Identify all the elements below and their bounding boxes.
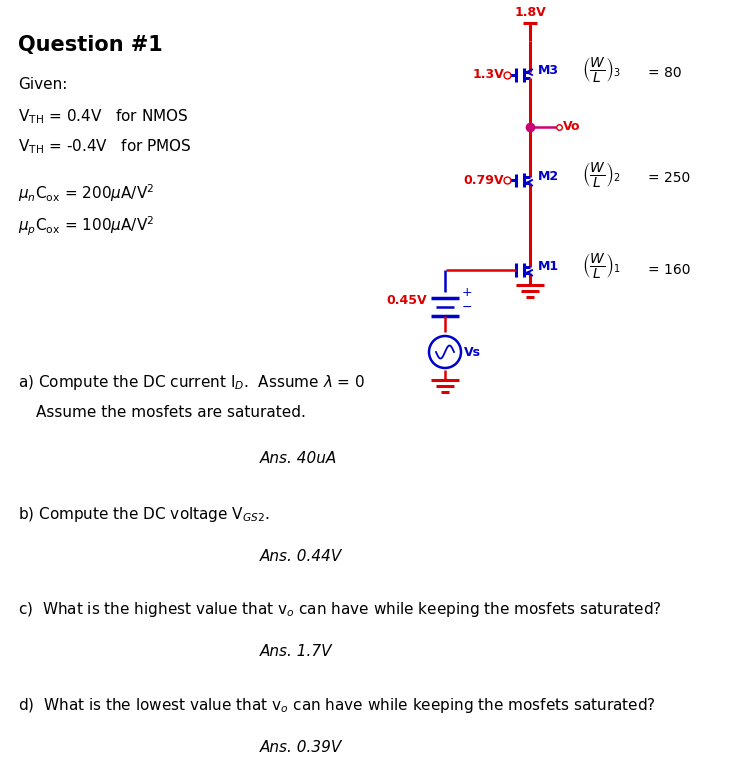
Text: Ans. 1.7V: Ans. 1.7V [260, 644, 333, 659]
Text: Question #1: Question #1 [18, 35, 163, 55]
Text: M1: M1 [538, 259, 559, 272]
Text: b) Compute the DC voltage V$_{GS2}$.: b) Compute the DC voltage V$_{GS2}$. [18, 505, 270, 524]
Text: Ans. 0.39V: Ans. 0.39V [260, 740, 343, 755]
Text: Vo: Vo [563, 121, 580, 134]
Text: 0.45V: 0.45V [386, 294, 427, 307]
Text: c)  What is the highest value that v$_o$ can have while keeping the mosfets satu: c) What is the highest value that v$_o$ … [18, 600, 662, 619]
Text: 1.3V: 1.3V [473, 69, 504, 82]
Text: Assume the mosfets are saturated.: Assume the mosfets are saturated. [36, 405, 306, 420]
Text: d)  What is the lowest value that v$_o$ can have while keeping the mosfets satur: d) What is the lowest value that v$_o$ c… [18, 696, 656, 715]
Text: V$_{\mathsf{TH}}$ = -0.4V   for PMOS: V$_{\mathsf{TH}}$ = -0.4V for PMOS [18, 137, 192, 156]
Text: $\mu_n$C$_\mathsf{ox}$ = 200$\mu$A/V$^2$: $\mu_n$C$_\mathsf{ox}$ = 200$\mu$A/V$^2$ [18, 182, 155, 203]
Text: M3: M3 [538, 64, 559, 77]
Text: a) Compute the DC current I$_D$.  Assume $\lambda$ = 0: a) Compute the DC current I$_D$. Assume … [18, 373, 365, 392]
Text: = 80: = 80 [648, 66, 681, 80]
Text: $\mu_p$C$_\mathsf{ox}$ = 100$\mu$A/V$^2$: $\mu_p$C$_\mathsf{ox}$ = 100$\mu$A/V$^2$ [18, 215, 155, 239]
Text: = 160: = 160 [648, 263, 690, 277]
Text: Ans. 40uA: Ans. 40uA [260, 451, 337, 466]
Text: −: − [462, 301, 473, 314]
Text: M2: M2 [538, 170, 559, 183]
Text: Vs: Vs [464, 346, 481, 359]
Text: +: + [462, 285, 473, 298]
Text: 1.8V: 1.8V [514, 6, 546, 19]
Text: $\left(\dfrac{W}{L}\right)_2$: $\left(\dfrac{W}{L}\right)_2$ [582, 159, 620, 188]
Text: $\left(\dfrac{W}{L}\right)_1$: $\left(\dfrac{W}{L}\right)_1$ [582, 252, 620, 281]
Text: = 250: = 250 [648, 171, 690, 185]
Text: V$_{\mathsf{TH}}$ = 0.4V   for NMOS: V$_{\mathsf{TH}}$ = 0.4V for NMOS [18, 107, 189, 125]
Text: Ans. 0.44V: Ans. 0.44V [260, 549, 343, 564]
Text: 0.79V: 0.79V [464, 174, 504, 187]
Text: $\left(\dfrac{W}{L}\right)_3$: $\left(\dfrac{W}{L}\right)_3$ [582, 54, 620, 83]
Text: Given:: Given: [18, 77, 68, 92]
